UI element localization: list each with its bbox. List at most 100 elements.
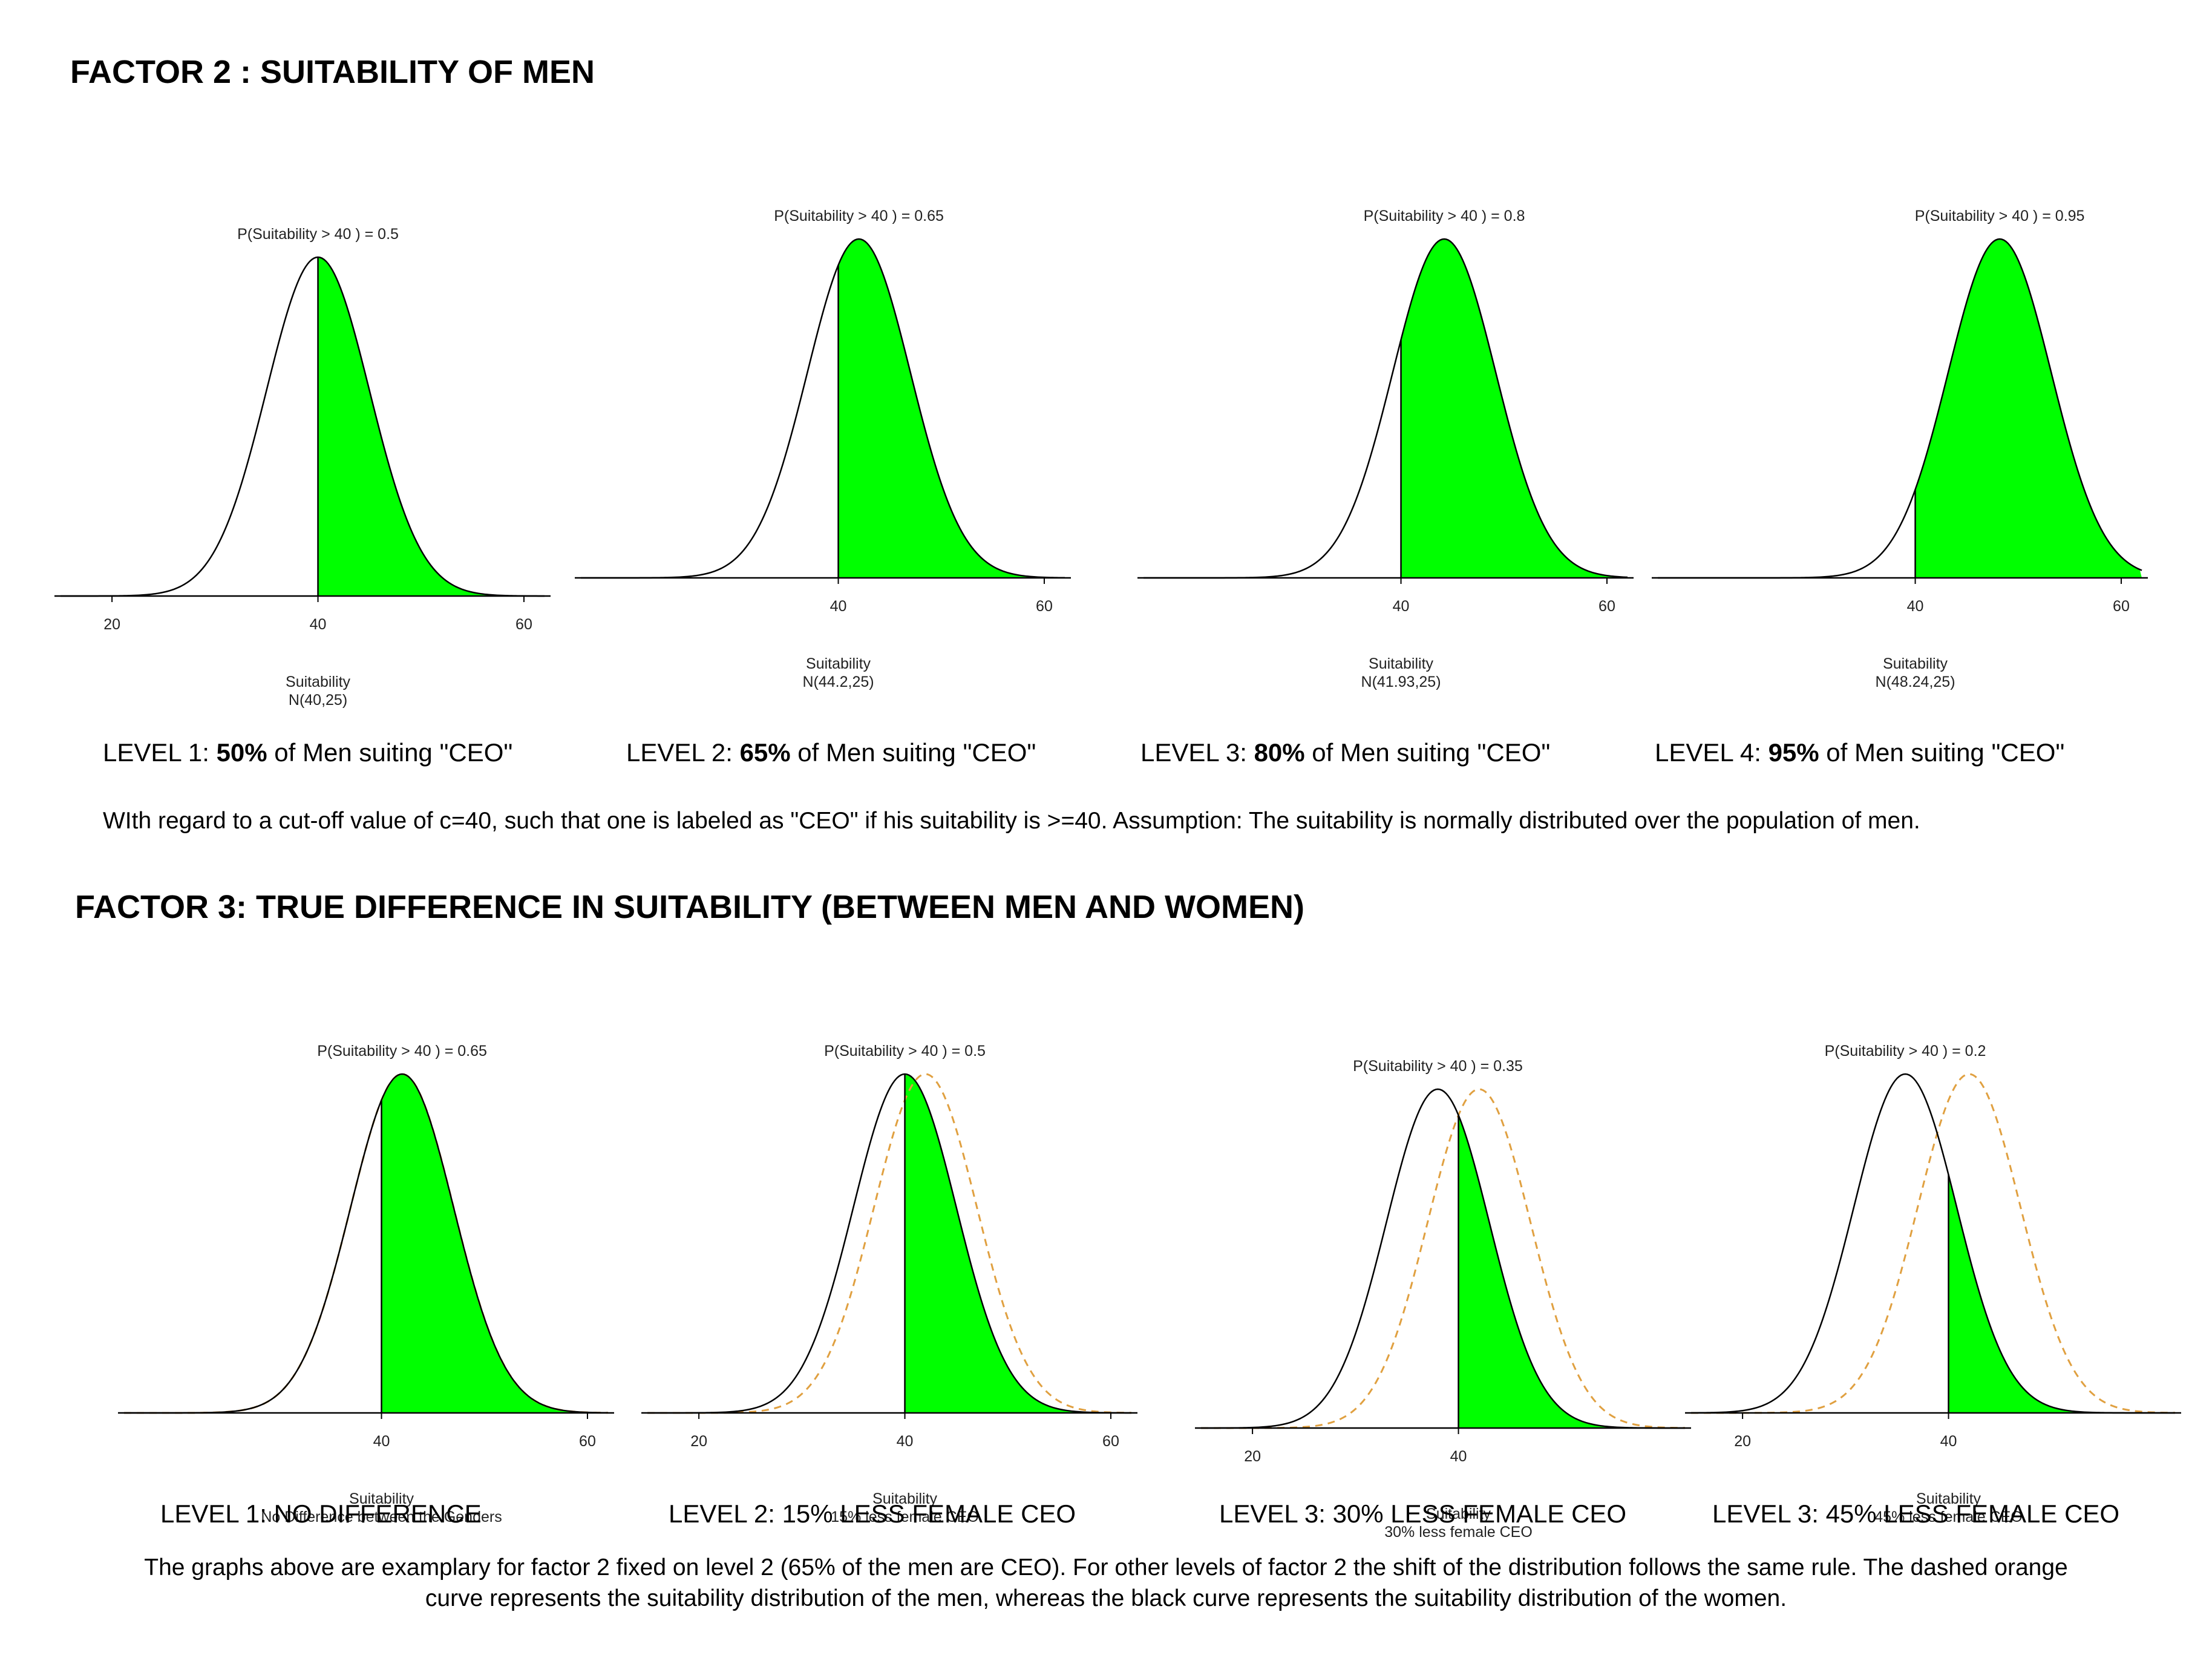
distribution-label: N(44.2,25) xyxy=(802,673,874,690)
factor3-note-line1: The graphs above are examplary for facto… xyxy=(144,1555,2068,1581)
density-curve xyxy=(581,238,1065,579)
density-curve xyxy=(60,256,545,597)
level-prefix: LEVEL 4: xyxy=(1655,738,1769,767)
distribution-label: 30% less female CEO xyxy=(1384,1524,1533,1541)
x-axis-label: Suitability xyxy=(872,1490,937,1507)
chart-panel-f3-level4: P(Suitability > 40 ) = 0.2 20 40 Suitabilit… xyxy=(1685,953,2181,1534)
chart-title: P(Suitability > 40 ) = 0.8 xyxy=(1364,208,1525,224)
shaded-area xyxy=(905,1074,1131,1413)
tick-label: 40 xyxy=(830,598,847,615)
factor2-note: WIth regard to a cut-off value of c=40, … xyxy=(103,808,1920,834)
chart-panel-f3-level2: P(Suitability > 40 ) = 0.5 20 40 60 Suitabil… xyxy=(641,953,1137,1534)
x-axis-label: Suitability xyxy=(349,1490,414,1507)
tick-label: 60 xyxy=(515,616,532,633)
men-dashed-curve xyxy=(1691,1073,2176,1414)
factor3-note-line2: curve represents the suitability distrib… xyxy=(425,1585,1787,1611)
distribution-label: 15% less female CEO xyxy=(831,1509,979,1525)
chart-panel-f2-level1: P(Suitability > 40 ) = 0.5 20 40 60 Suitabil… xyxy=(54,136,551,717)
density-chart: P(Suitability > 40 ) = 0.65 40 60 Suitabili… xyxy=(118,1043,614,1525)
f2-level-4: LEVEL 4: 95% of Men suiting "CEO" xyxy=(1655,738,2064,767)
x-axis-label: Suitability xyxy=(1916,1490,1981,1507)
density-chart: P(Suitability > 40 ) = 0.5 20 40 60 Suitabil… xyxy=(54,226,551,709)
f3-level-3: LEVEL 3: 30% LESS FEMALE CEO xyxy=(1219,1499,1627,1528)
chart-panel-f2-level2: P(Suitability > 40 ) = 0.65 40 60 Suitabili… xyxy=(575,118,1071,699)
f3-level-2: LEVEL 2: 15% LESS FEMALE CEO xyxy=(669,1499,1076,1528)
chart-title: P(Suitability > 40 ) = 0.95 xyxy=(1915,208,2085,224)
density-chart: P(Suitability > 40 ) = 0.35 20 40 Suitabili… xyxy=(1195,1058,1691,1541)
chart-panel-f3-level3: P(Suitability > 40 ) = 0.35 20 40 Suitabili… xyxy=(1195,968,1691,1549)
density-chart: P(Suitability > 40 ) = 0.5 20 40 60 Suitabil… xyxy=(641,1043,1137,1525)
distribution-label: 45% less female CEO xyxy=(1874,1509,2023,1525)
x-axis-label: Suitability xyxy=(286,673,350,690)
tick-label: 40 xyxy=(897,1433,914,1450)
shaded-area xyxy=(1948,1174,2175,1413)
density-curve xyxy=(1144,238,1628,579)
f3-level-1: LEVEL 1: NO DIFFERENCE xyxy=(160,1499,482,1528)
chart-title: P(Suitability > 40 ) = 0.65 xyxy=(317,1043,487,1060)
f2-level-2: LEVEL 2: 65% of Men suiting "CEO" xyxy=(626,738,1036,767)
level-suffix: of Men suiting "CEO" xyxy=(1819,738,2065,767)
chart-panel-f3-level1: P(Suitability > 40 ) = 0.65 40 60 Suitabili… xyxy=(118,953,614,1534)
distribution-label: N(41.93,25) xyxy=(1361,673,1441,690)
tick-label: 40 xyxy=(1940,1433,1957,1450)
tick-label: 20 xyxy=(1244,1448,1261,1465)
level-prefix: LEVEL 1: xyxy=(103,738,217,767)
chart-title: P(Suitability > 40 ) = 0.5 xyxy=(824,1043,986,1060)
f3-level-4: LEVEL 3: 45% LESS FEMALE CEO xyxy=(1712,1499,2120,1528)
distribution-label: N(40,25) xyxy=(289,692,347,709)
tick-label: 60 xyxy=(1598,598,1615,615)
density-curve xyxy=(1690,1073,2175,1414)
level-percent: 95% xyxy=(1768,738,1819,767)
shaded-area xyxy=(381,1074,608,1413)
tick-label: 60 xyxy=(579,1433,596,1450)
level-percent: 50% xyxy=(216,738,267,767)
tick-label: 40 xyxy=(1450,1448,1467,1465)
density-curve xyxy=(124,1073,609,1414)
level-percent: 80% xyxy=(1254,738,1305,767)
men-dashed-curve xyxy=(1201,1088,1686,1429)
level-suffix: of Men suiting "CEO" xyxy=(790,738,1036,767)
level-suffix: of Men suiting "CEO" xyxy=(1304,738,1551,767)
tick-label: 60 xyxy=(2113,598,2130,615)
tick-label: 60 xyxy=(1102,1433,1119,1450)
chart-panel-f2-level4: P(Suitability > 40 ) = 0.95 40 60 Suitabili… xyxy=(1652,118,2148,699)
density-chart: P(Suitability > 40 ) = 0.8 40 60 Suitabilit… xyxy=(1137,208,1634,690)
shaded-area xyxy=(838,239,1065,578)
tick-label: 60 xyxy=(1036,598,1053,615)
factor3-heading: FACTOR 3: TRUE DIFFERENCE IN SUITABILITY… xyxy=(75,889,1304,925)
chart-title: P(Suitability > 40 ) = 0.65 xyxy=(774,208,944,224)
level-prefix: LEVEL 3: xyxy=(1140,738,1254,767)
tick-label: 40 xyxy=(373,1433,390,1450)
distribution-label: N(48.24,25) xyxy=(1876,673,1955,690)
f2-level-3: LEVEL 3: 80% of Men suiting "CEO" xyxy=(1140,738,1550,767)
density-chart: P(Suitability > 40 ) = 0.95 40 60 Suitabili… xyxy=(1652,208,2148,690)
f2-level-1: LEVEL 1: 50% of Men suiting "CEO" xyxy=(103,738,512,767)
distribution-label: No Difference between the Genders xyxy=(261,1509,502,1525)
men-dashed-curve xyxy=(647,1073,1132,1414)
density-curve xyxy=(647,1073,1132,1414)
chart-title: P(Suitability > 40 ) = 0.2 xyxy=(1825,1043,1986,1060)
shaded-area xyxy=(1401,239,1628,578)
density-chart: P(Suitability > 40 ) = 0.2 20 40 Suitabilit… xyxy=(1685,1043,2181,1525)
density-curve xyxy=(1200,1088,1686,1429)
x-axis-label: Suitability xyxy=(1426,1505,1491,1522)
factor2-heading: FACTOR 2 : SUITABILITY OF MEN xyxy=(70,54,595,90)
shaded-area xyxy=(1458,1115,1685,1428)
men-dashed-curve xyxy=(124,1073,609,1414)
tick-label: 40 xyxy=(310,616,327,633)
tick-label: 20 xyxy=(103,616,120,633)
x-axis-label: Suitability xyxy=(1883,655,1948,672)
x-axis-label: Suitability xyxy=(1369,655,1433,672)
tick-label: 20 xyxy=(690,1433,707,1450)
x-axis-label: Suitability xyxy=(806,655,871,672)
shaded-area xyxy=(318,257,545,596)
tick-label: 40 xyxy=(1907,598,1924,615)
tick-label: 20 xyxy=(1734,1433,1751,1450)
level-prefix: LEVEL 2: xyxy=(626,738,740,767)
tick-label: 40 xyxy=(1393,598,1410,615)
level-percent: 65% xyxy=(739,738,791,767)
chart-title: P(Suitability > 40 ) = 0.35 xyxy=(1353,1058,1523,1075)
factor3-note: The graphs above are examplary for facto… xyxy=(29,1552,2183,1614)
level-suffix: of Men suiting "CEO" xyxy=(267,738,513,767)
chart-panel-f2-level3: P(Suitability > 40 ) = 0.8 40 60 Suitabilit… xyxy=(1137,118,1634,699)
